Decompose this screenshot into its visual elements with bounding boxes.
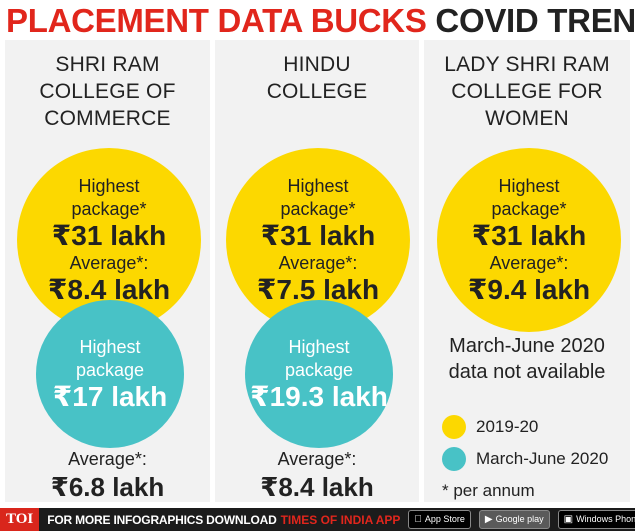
footnote: * per annum [442, 481, 535, 500]
column-lsr: LADY SHRI RAM COLLEGE FOR WOMEN Highest … [424, 40, 630, 502]
college-name: SHRI RAM COLLEGE OF COMMERCE [39, 53, 176, 130]
legend-teal-swatch [442, 447, 466, 471]
footer-app-name: TIMES OF INDIA APP [280, 512, 401, 527]
circle-march-june-2020: Highest package ₹17 lakh [36, 300, 184, 448]
highest-package-value: ₹19.3 lakh [250, 380, 388, 412]
windows-phone-badge[interactable]: ▣ Windows Phone [556, 510, 635, 529]
page-title: PLACEMENT DATA BUCKS COVID TREND [6, 1, 635, 41]
google-play-badge[interactable]: ▶ Google play [477, 510, 550, 529]
toi-logo: TOI [0, 508, 40, 531]
college-name: LADY SHRI RAM COLLEGE FOR WOMEN [444, 53, 610, 130]
column-hindu: HINDU COLLEGE Highest package* ₹31 lakh … [215, 40, 419, 502]
circle-2019-20: Highest package* ₹31 lakh Average*: ₹7.5… [226, 148, 410, 332]
legend-item-2019-20: 2019-20 [442, 415, 538, 439]
college-name: HINDU COLLEGE [266, 53, 368, 103]
average-package-value: ₹9.4 lakh [467, 273, 591, 305]
app-store-badge[interactable]:  App Store [408, 510, 471, 529]
apple-icon:  [414, 511, 422, 528]
legend-item-2020: March-June 2020 [442, 447, 608, 471]
play-icon: ▶ [477, 514, 493, 525]
circle-march-june-2020: Highest package ₹19.3 lakh [245, 300, 393, 448]
highest-package-value: ₹31 lakh [51, 219, 167, 251]
column-srcc: SHRI RAM COLLEGE OF COMMERCE Highest pac… [5, 40, 210, 502]
title-rest: COVID TREND [435, 2, 635, 39]
circle-2019-20: Highest package* ₹31 lakh Average*: ₹8.4… [17, 148, 201, 332]
average-2020: Average*: ₹6.8 lakh [50, 449, 165, 502]
circle-2019-20: Highest package* ₹31 lakh Average*: ₹9.4… [437, 148, 621, 332]
footer-banner: TOI FOR MORE INFOGRAPHICS DOWNLOAD TIMES… [0, 508, 635, 531]
average-2020: Average*: ₹8.4 lakh [260, 449, 374, 502]
title-highlight: PLACEMENT DATA BUCKS [6, 2, 427, 39]
average-package-value: ₹7.5 lakh [256, 273, 380, 305]
average-package-value: ₹8.4 lakh [47, 273, 171, 305]
windows-icon: ▣ [556, 514, 573, 525]
legend-yellow-swatch [442, 415, 466, 439]
highest-package-value: ₹31 lakh [471, 219, 587, 251]
data-not-available-note: March-June 2020 data not available [448, 335, 606, 383]
highest-package-value: ₹31 lakh [260, 219, 376, 251]
footer-text: FOR MORE INFOGRAPHICS DOWNLOAD [47, 512, 277, 527]
highest-package-value: ₹17 lakh [52, 380, 168, 412]
